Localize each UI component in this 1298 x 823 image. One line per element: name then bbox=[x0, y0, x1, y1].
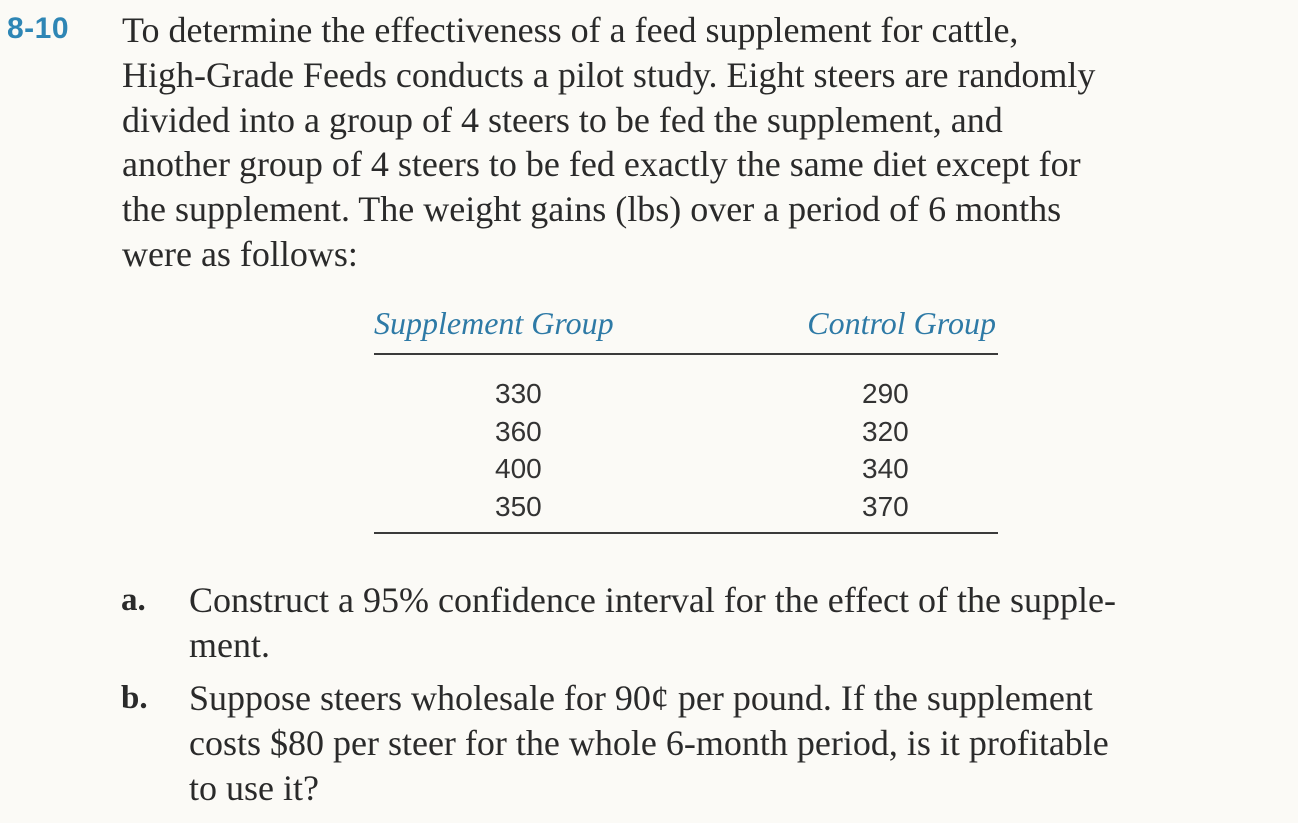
statement-line: the supplement. The weight gains (lbs) o… bbox=[122, 189, 1062, 230]
supplement-value: 350 bbox=[495, 490, 542, 522]
supplement-value: 400 bbox=[495, 453, 542, 484]
weight-gain-table: Supplement Group Control Group 330 360 4… bbox=[374, 303, 998, 534]
question-text: Construct a 95% confidence interval for … bbox=[189, 578, 1116, 668]
statement-line: High-Grade Feeds conducts a pilot study.… bbox=[122, 54, 1096, 95]
control-group-header: Control Group bbox=[807, 305, 996, 341]
question-line: to use it? bbox=[189, 767, 319, 808]
question-text: Suppose steers wholesale for 90¢ per pou… bbox=[189, 676, 1109, 810]
question-line: costs $80 per steer for the whole 6-mont… bbox=[189, 722, 1109, 763]
control-value: 370 bbox=[862, 490, 909, 522]
control-column: 290 320 340 370 bbox=[862, 375, 909, 525]
question-line: Suppose steers wholesale for 90¢ per pou… bbox=[189, 678, 1093, 718]
supplement-group-header: Supplement Group bbox=[374, 305, 614, 341]
control-value: 320 bbox=[862, 415, 909, 447]
table-header-row: Supplement Group Control Group bbox=[374, 303, 998, 355]
control-value: 340 bbox=[862, 453, 909, 484]
statement-line: another group of 4 steers to be fed exac… bbox=[122, 144, 1081, 185]
supplement-value: 360 bbox=[495, 415, 542, 447]
problem-number: 8-10 bbox=[7, 12, 70, 45]
question-line: ment. bbox=[189, 624, 270, 665]
control-value: 290 bbox=[862, 378, 909, 409]
statement-line: were as follows: bbox=[122, 233, 358, 274]
table-body: 330 360 400 350 290 320 340 370 bbox=[374, 355, 998, 534]
supplement-value: 330 bbox=[495, 378, 542, 409]
question-line: Construct a 95% confidence interval for … bbox=[189, 580, 1116, 620]
statement-line: divided into a group of 4 steers to be f… bbox=[122, 99, 1003, 140]
problem-statement: To determine the effectiveness of a feed… bbox=[122, 8, 1262, 277]
question-marker: a. bbox=[121, 582, 146, 618]
question-marker: b. bbox=[121, 680, 148, 716]
supplement-column: 330 360 400 350 bbox=[495, 375, 542, 525]
statement-line: To determine the effectiveness of a feed… bbox=[122, 10, 1019, 50]
